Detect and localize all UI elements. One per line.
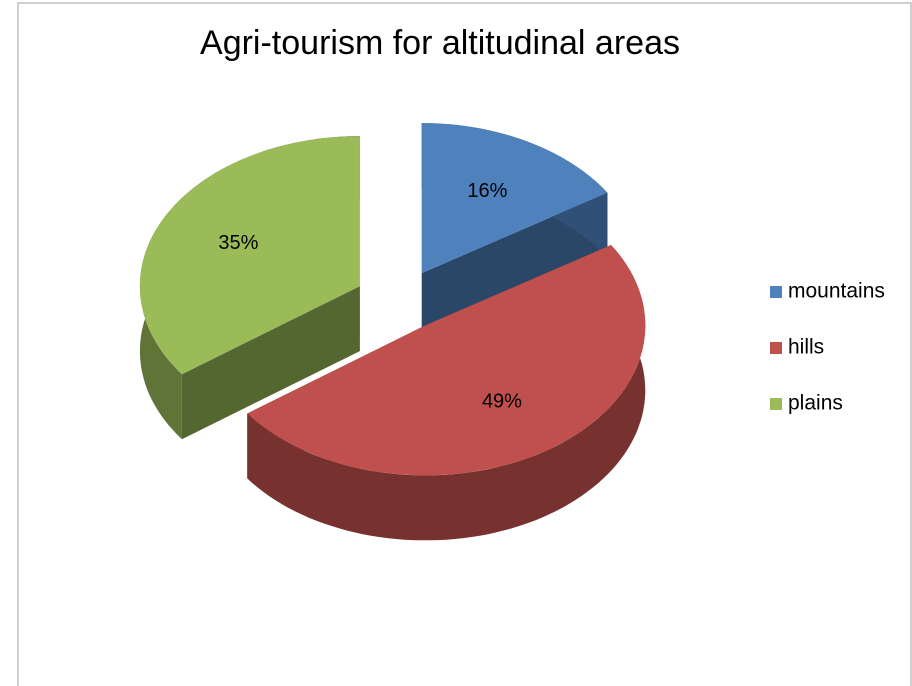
data-label: 16% [467,180,507,202]
slice [421,123,608,339]
slice-side [247,245,646,541]
slice [421,123,608,274]
data-label: 35% [218,232,258,254]
data-label: 49% [482,391,522,413]
legend-label: plains [788,392,843,415]
slice [247,245,646,541]
legend-label: hills [788,336,824,359]
slice-side [181,286,360,440]
slice [247,245,646,476]
slice [139,136,360,375]
legend-swatch [770,286,782,298]
slice-side [421,192,608,339]
legend-swatch [770,398,782,410]
slice [139,136,360,440]
legend-label: mountains [788,280,885,303]
chart-title: Agri-tourism for altitudinal areas [200,24,680,62]
legend-swatch [770,342,782,354]
